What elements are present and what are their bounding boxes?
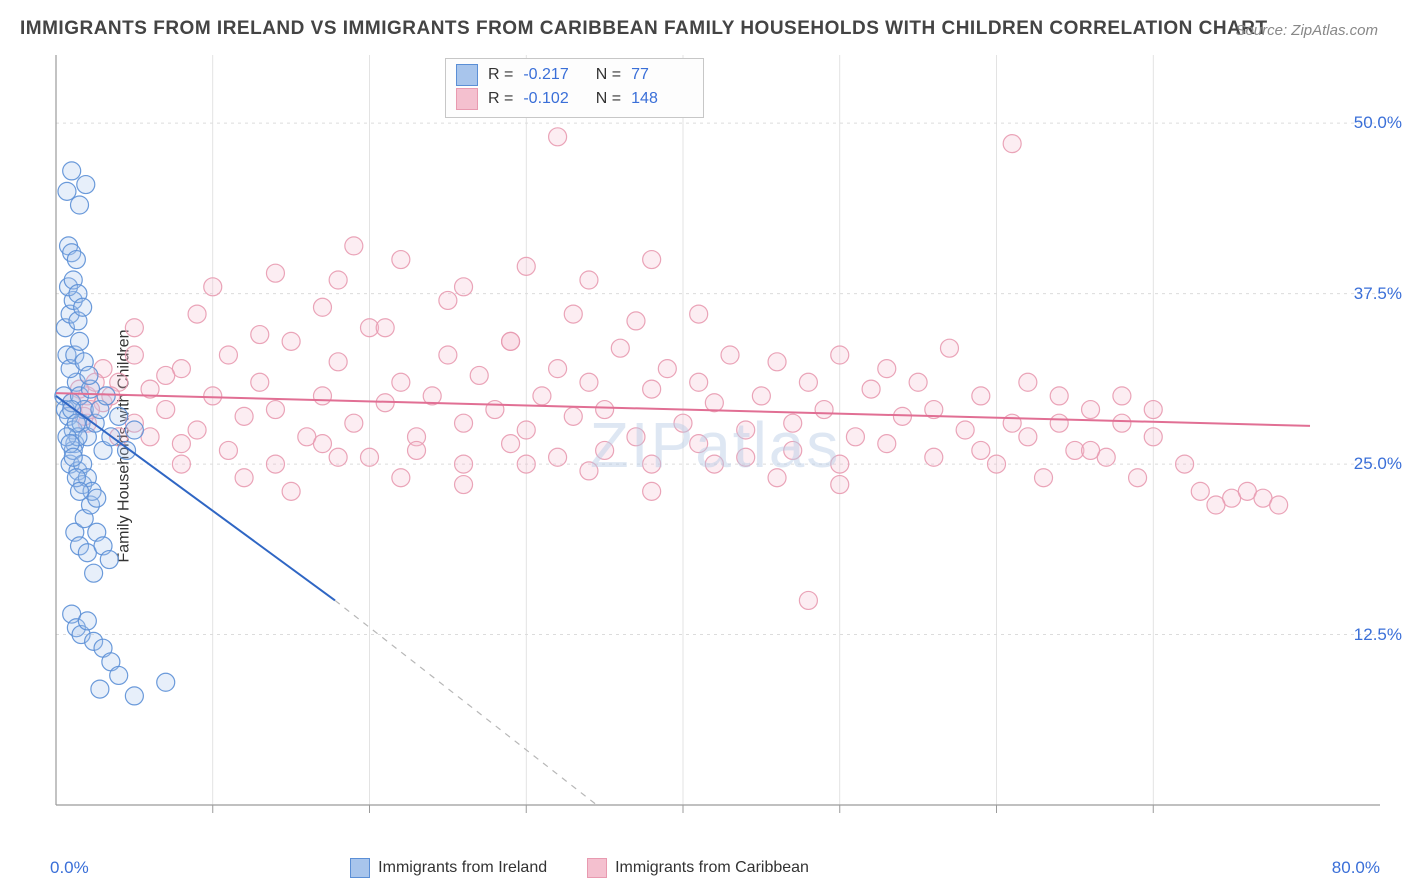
y-tick-label: 50.0% <box>1354 113 1402 133</box>
swatch-ireland <box>456 64 478 86</box>
source-label: Source: ZipAtlas.com <box>1235 22 1378 39</box>
correlation-row-ireland: R = -0.217 N = 77 <box>456 63 689 87</box>
y-tick-label: 12.5% <box>1354 625 1402 645</box>
legend-swatch-ireland <box>350 858 370 878</box>
correlation-legend-box: R = -0.217 N = 77 R = -0.102 N = 148 <box>445 58 704 118</box>
n-value-caribbean: 148 <box>631 87 689 111</box>
y-tick-label: 25.0% <box>1354 454 1402 474</box>
n-value-ireland: 77 <box>631 63 689 87</box>
legend-label-ireland: Immigrants from Ireland <box>378 859 547 877</box>
y-tick-label: 37.5% <box>1354 284 1402 304</box>
plot-area: ZIPatlas <box>50 55 1380 835</box>
legend-swatch-caribbean <box>587 858 607 878</box>
scatter-svg <box>50 55 1380 835</box>
correlation-row-caribbean: R = -0.102 N = 148 <box>456 87 689 111</box>
swatch-caribbean <box>456 88 478 110</box>
legend-item-ireland: Immigrants from Ireland <box>350 858 547 878</box>
r-value-caribbean: -0.102 <box>523 87 581 111</box>
legend-label-caribbean: Immigrants from Caribbean <box>615 859 809 877</box>
x-min-label: 0.0% <box>50 858 89 878</box>
r-value-ireland: -0.217 <box>523 63 581 87</box>
chart-title: IMMIGRANTS FROM IRELAND VS IMMIGRANTS FR… <box>20 18 1268 40</box>
x-max-label: 80.0% <box>1332 858 1380 878</box>
legend-item-caribbean: Immigrants from Caribbean <box>587 858 809 878</box>
x-axis-legend: 0.0% Immigrants from Ireland Immigrants … <box>50 854 1380 882</box>
